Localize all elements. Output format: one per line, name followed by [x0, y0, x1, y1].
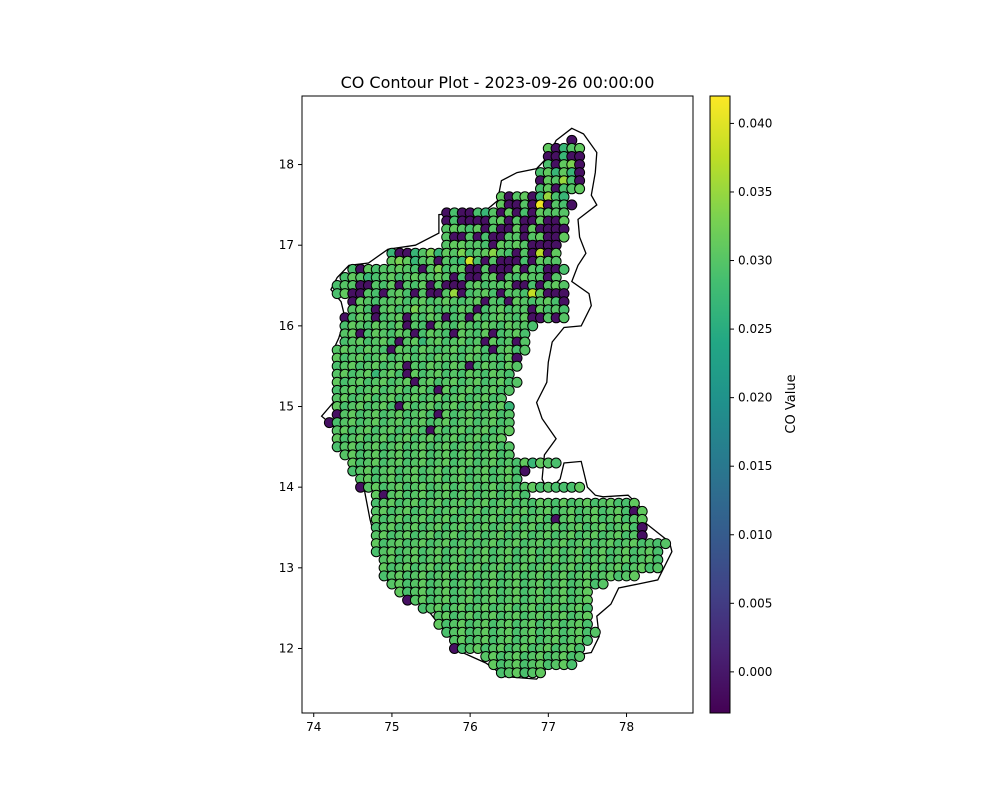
data-point — [566, 199, 578, 211]
data-point — [550, 457, 562, 469]
colorbar: 0.000 0.005 0.010 0.015 0.020 0.025 0.030 0.035… — [709, 95, 799, 714]
x-tick-label: 76 — [462, 720, 477, 734]
colorbar-tick-label: 0.000 — [738, 665, 772, 679]
y-tick-label: 12 — [279, 641, 294, 655]
colorbar-label: CO Value — [784, 374, 799, 433]
y-axis: 12 13 14 15 16 17 18 — [279, 158, 302, 655]
y-tick-label: 14 — [279, 480, 294, 494]
data-point — [660, 538, 672, 550]
x-axis: 74 75 76 77 78 — [306, 713, 634, 734]
colorbar-tick-label: 0.025 — [738, 322, 772, 336]
colorbar-tick-label: 0.035 — [738, 185, 772, 199]
data-point — [503, 425, 515, 437]
colorbar-tick-label: 0.030 — [738, 254, 772, 268]
data-point — [589, 626, 601, 638]
data-markers — [323, 134, 672, 679]
data-point — [581, 634, 593, 646]
data-point — [519, 465, 531, 477]
plot-content — [320, 127, 673, 680]
data-point — [503, 384, 515, 396]
data-point — [574, 651, 586, 662]
y-tick-label: 15 — [279, 400, 294, 414]
data-point — [652, 562, 664, 574]
colorbar-tick-label: 0.020 — [738, 391, 772, 405]
data-point — [597, 578, 609, 590]
plot-frame — [301, 95, 694, 714]
colorbar-ticks: 0.000 0.005 0.010 0.015 0.020 0.025 0.030 0.035… — [730, 116, 772, 679]
y-tick-label: 17 — [279, 238, 294, 252]
colorbar-tick-label: 0.010 — [738, 528, 772, 542]
x-tick-label: 75 — [384, 720, 399, 734]
colorbar-tick-label: 0.040 — [738, 116, 772, 130]
y-tick-label: 18 — [279, 158, 294, 172]
data-point — [558, 231, 570, 243]
data-point — [558, 312, 570, 324]
colorbar-tick-label: 0.015 — [738, 459, 772, 473]
data-point — [558, 263, 570, 275]
x-tick-label: 74 — [306, 720, 321, 734]
colorbar-bar — [709, 95, 731, 714]
data-point — [574, 183, 586, 195]
x-tick-label: 78 — [619, 720, 634, 734]
y-tick-label: 13 — [279, 561, 294, 575]
data-point — [566, 659, 578, 671]
data-point — [519, 344, 531, 356]
chart-title: CO Contour Plot - 2023-09-26 00:00:00 — [341, 73, 655, 92]
data-point — [511, 376, 523, 388]
x-tick-label: 77 — [541, 720, 556, 734]
data-point — [535, 667, 546, 679]
data-point — [628, 570, 640, 582]
colorbar-tick-label: 0.005 — [738, 596, 772, 610]
y-tick-label: 16 — [279, 319, 294, 333]
data-point — [574, 481, 586, 493]
data-point — [511, 360, 523, 372]
data-point — [527, 320, 539, 332]
